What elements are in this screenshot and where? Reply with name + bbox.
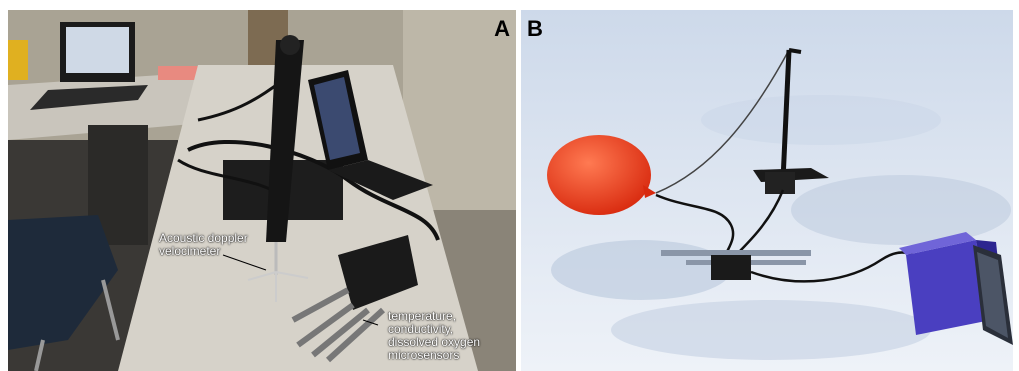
blue-chair [8, 215, 118, 350]
annotation-line: microsensors [388, 348, 460, 362]
photo-panel-a: A Acoustic doppler velocimeter temperatu… [8, 10, 516, 371]
panel-label-b: B [527, 16, 543, 41]
left-desk [8, 70, 238, 140]
orange-balloon [547, 135, 651, 215]
panel-label-a: A [494, 16, 510, 41]
annotation-microsensors: temperature, conductivity, dissolved oxy… [388, 310, 508, 362]
annotation-adv: Acoustic doppler velocimeter [159, 232, 279, 258]
lab-bench-illustration [8, 10, 516, 371]
snow-deployment-illustration [521, 10, 1013, 371]
sensor-housing [338, 235, 418, 310]
photo-panel-b: B [521, 10, 1013, 371]
mast [780, 49, 792, 181]
annotation-line: Acoustic doppler [159, 231, 248, 245]
adv-instrument [266, 40, 304, 242]
annotation-line: temperature, [388, 309, 457, 323]
annotation-line: velocimeter [159, 244, 221, 258]
sensor-frame [661, 250, 811, 256]
annotation-line: conductivity, [388, 322, 454, 336]
annotation-line: dissolved oxygen [388, 335, 481, 349]
laptop-right [328, 160, 433, 200]
instrument-box [906, 240, 991, 335]
